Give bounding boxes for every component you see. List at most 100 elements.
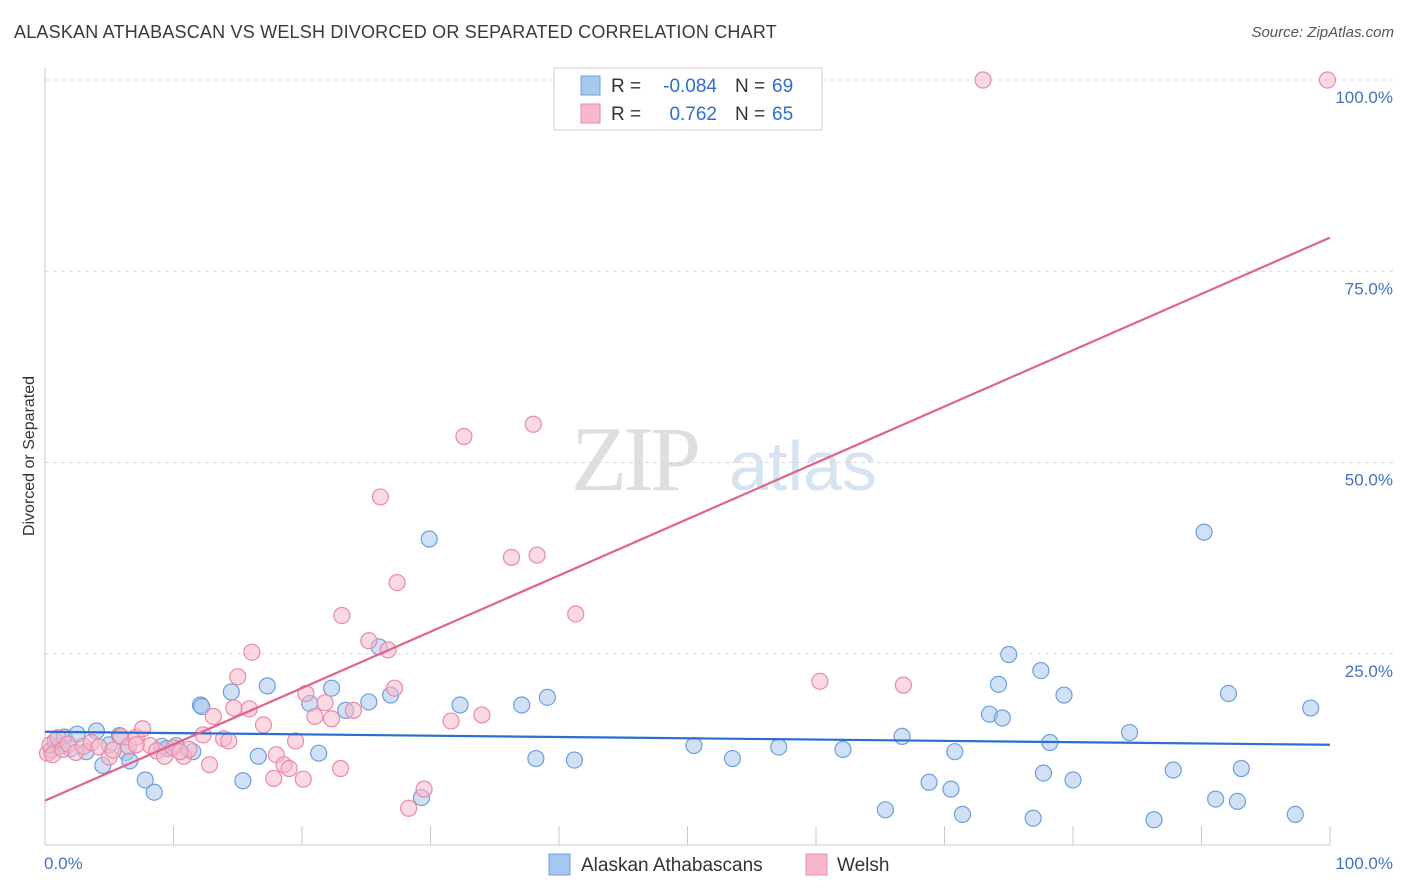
point-athabascan-35 — [513, 696, 531, 714]
point-welsh-61 — [974, 71, 992, 89]
point-welsh-56 — [524, 415, 542, 433]
point-welsh-51 — [415, 780, 433, 798]
point-athabascan-14 — [145, 783, 163, 801]
point-athabascan-39 — [685, 736, 703, 755]
point-athabascan-23 — [249, 747, 267, 765]
point-athabascan-42 — [834, 740, 852, 758]
point-athabascan-51 — [993, 709, 1011, 727]
stats-n-label-athabascan: N = — [735, 76, 765, 97]
point-welsh-50 — [400, 799, 418, 817]
stats-legend: R = -0.084 N = 69 R = 0.762 N = 65 — [553, 67, 823, 131]
point-athabascan-50 — [989, 675, 1008, 693]
y-tick-label-100: 100.0% — [1335, 88, 1393, 107]
point-athabascan-62 — [1195, 523, 1213, 541]
stats-r-label-welsh: R = — [611, 104, 641, 125]
point-welsh-43 — [333, 606, 351, 625]
point-welsh-63 — [127, 736, 145, 754]
series-welsh-points — [38, 71, 1337, 817]
point-athabascan-44 — [893, 727, 911, 745]
x-tick-label-min: 0.0% — [44, 854, 83, 873]
point-athabascan-67 — [1286, 805, 1304, 824]
point-welsh-42 — [331, 759, 350, 778]
point-athabascan-61 — [1164, 761, 1182, 779]
point-welsh-24 — [204, 707, 222, 726]
legend-swatch-athabascan — [548, 853, 571, 876]
point-welsh-54 — [473, 706, 491, 724]
point-athabascan-48 — [953, 805, 972, 824]
point-athabascan-33 — [420, 530, 438, 548]
point-welsh-32 — [265, 769, 283, 788]
point-athabascan-63 — [1207, 790, 1225, 808]
point-athabascan-27 — [322, 679, 341, 697]
axis-layer — [44, 68, 1331, 846]
y-tick-label-25: 25.0% — [1345, 662, 1393, 681]
point-welsh-28 — [229, 668, 247, 686]
point-athabascan-22 — [234, 772, 252, 790]
point-welsh-48 — [385, 679, 404, 697]
point-athabascan-64 — [1219, 684, 1238, 703]
point-welsh-41 — [322, 710, 341, 728]
y-tick-label-50: 50.0% — [1345, 471, 1393, 490]
point-athabascan-52 — [1000, 645, 1018, 664]
point-athabascan-38 — [565, 751, 584, 769]
stats-n-value-athabascan: 69 — [772, 76, 793, 97]
x-tick-label-max: 100.0% — [1335, 854, 1393, 873]
point-athabascan-60 — [1145, 811, 1163, 829]
point-athabascan-65 — [1228, 792, 1247, 810]
point-athabascan-13 — [136, 771, 154, 789]
stats-r-value-athabascan: -0.084 — [663, 76, 717, 97]
legend-label-athabascan: Alaskan Athabascans — [581, 855, 763, 876]
stats-r-label-athabascan: R = — [611, 76, 641, 97]
point-welsh-36 — [286, 732, 305, 750]
trend-line-athabascan — [44, 730, 1331, 746]
point-athabascan-24 — [258, 677, 276, 695]
point-welsh-52 — [442, 712, 460, 730]
point-athabascan-20 — [193, 697, 211, 716]
point-athabascan-66 — [1232, 759, 1250, 778]
chart-title: ALASKAN ATHABASCAN VS WELSH DIVORCED OR … — [14, 22, 777, 42]
stats-n-label-welsh: N = — [735, 104, 765, 125]
point-athabascan-55 — [1034, 764, 1053, 782]
point-athabascan-21 — [222, 683, 240, 701]
point-athabascan-59 — [1120, 723, 1139, 742]
point-welsh-49 — [388, 574, 406, 592]
y-axis-title: Divorced or Separated — [21, 376, 38, 536]
point-welsh-26 — [220, 732, 238, 750]
point-athabascan-43 — [876, 801, 894, 819]
legend-swatch-welsh — [805, 853, 828, 876]
trend-lines — [44, 236, 1331, 802]
point-welsh-59 — [811, 672, 829, 690]
point-welsh-62 — [1318, 71, 1337, 89]
stats-n-value-welsh: 65 — [772, 104, 793, 125]
point-athabascan-68 — [1302, 699, 1320, 717]
point-athabascan-40 — [723, 749, 742, 768]
point-welsh-60 — [894, 676, 912, 694]
point-welsh-40 — [316, 694, 334, 712]
chart-source: Source: ZipAtlas.com — [1251, 24, 1394, 41]
y-tick-label-75: 75.0% — [1345, 279, 1393, 298]
point-athabascan-57 — [1055, 686, 1073, 704]
point-athabascan-46 — [942, 780, 960, 798]
stats-r-value-welsh: 0.762 — [669, 104, 717, 125]
point-athabascan-26 — [310, 744, 328, 762]
watermark: ZIP atlas — [571, 408, 877, 510]
point-welsh-45 — [360, 632, 378, 650]
point-athabascan-41 — [770, 738, 788, 756]
point-welsh-30 — [243, 643, 261, 661]
point-welsh-27 — [225, 699, 243, 717]
point-welsh-39 — [306, 707, 324, 726]
point-athabascan-47 — [946, 743, 964, 761]
point-welsh-44 — [344, 701, 362, 719]
trend-line-welsh — [44, 236, 1331, 802]
point-athabascan-29 — [360, 693, 378, 711]
point-athabascan-54 — [1032, 661, 1050, 680]
point-athabascan-34 — [451, 696, 469, 714]
legend-label-welsh: Welsh — [837, 855, 889, 876]
watermark-atlas: atlas — [729, 427, 877, 505]
point-welsh-64 — [171, 743, 189, 761]
point-athabascan-45 — [920, 773, 938, 791]
point-welsh-31 — [254, 716, 273, 734]
stats-swatch-athabascan — [580, 75, 601, 96]
